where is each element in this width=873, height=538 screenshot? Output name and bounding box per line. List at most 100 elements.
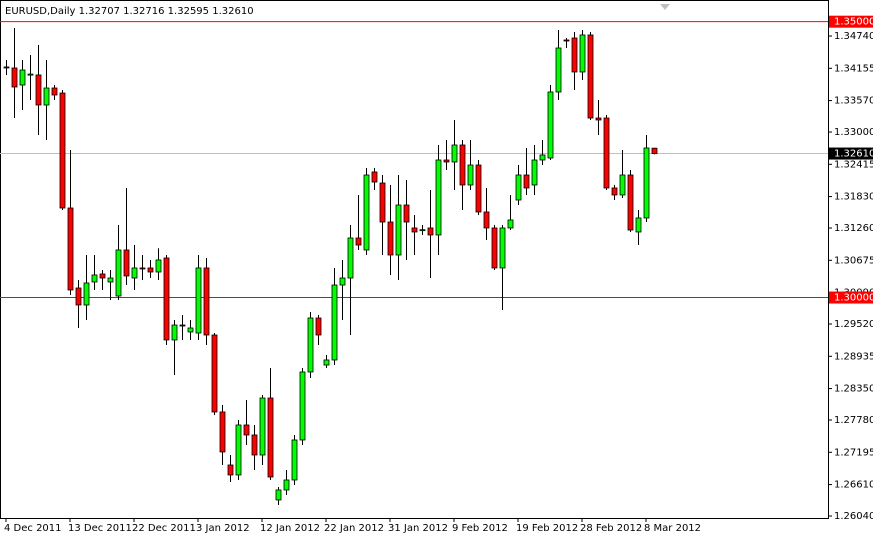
x-tick-label: 9 Feb 2012 (452, 523, 508, 534)
candle-body (227, 464, 234, 476)
candle-body (27, 73, 34, 76)
level-label-box (829, 147, 873, 160)
level-label-box (829, 291, 873, 304)
candle-body (579, 34, 586, 73)
candle-body (635, 217, 642, 233)
candle-body (291, 439, 298, 481)
candle-body (539, 154, 546, 161)
candle-body (139, 267, 146, 270)
candle-body (387, 221, 394, 256)
x-tick-label: 3 Jan 2012 (196, 523, 250, 534)
candle-body (475, 164, 482, 213)
candle-body (91, 274, 98, 283)
candle-body (627, 174, 634, 231)
candle-body (259, 397, 266, 456)
candle-body (643, 147, 650, 219)
chart-title: EURUSD,Daily 1.32707 1.32716 1.32595 1.3… (5, 6, 254, 17)
candle-body (75, 287, 82, 306)
candle-body (147, 267, 154, 273)
y-tick-label: 1.33570 (834, 96, 873, 107)
y-tick-label: 1.26610 (834, 480, 873, 491)
candle-body (523, 174, 530, 189)
candle-body (131, 267, 138, 279)
y-tick-label: 1.30675 (834, 255, 873, 266)
candle-body (107, 277, 114, 283)
candle-body (307, 317, 314, 373)
candle-body (419, 229, 426, 232)
candle-body (43, 87, 50, 106)
y-tick-label: 1.31260 (834, 223, 873, 234)
y-tick-label: 1.27195 (834, 447, 873, 458)
candle-body (323, 359, 330, 366)
candle-body (19, 69, 26, 86)
candle-body (219, 411, 226, 453)
candle-body (355, 237, 362, 246)
candle-body (99, 273, 106, 279)
candle-body (203, 267, 210, 336)
level-label: 1.35000 (834, 17, 873, 28)
candle-body (59, 92, 66, 209)
candle-body (619, 174, 626, 196)
candle-body (115, 249, 122, 297)
candle-body (251, 434, 258, 456)
x-tick-label: 22 Jan 2012 (324, 523, 384, 534)
candle-body (435, 159, 442, 236)
x-tick-label: 22 Dec 2011 (132, 523, 196, 534)
candle-body (35, 74, 42, 106)
candle-body (275, 489, 282, 501)
candle-body (235, 424, 242, 476)
candle-body (187, 327, 194, 333)
candle-body (587, 34, 594, 119)
candle-body (459, 144, 466, 186)
x-tick-label: 4 Dec 2011 (4, 523, 62, 534)
candle-body (211, 334, 218, 413)
candle-body (603, 117, 610, 189)
level-label: 1.32610 (834, 149, 873, 160)
candle-body (595, 117, 602, 121)
y-tick-label: 1.33000 (834, 127, 873, 138)
x-tick-label: 31 Jan 2012 (388, 523, 448, 534)
candle-body (67, 207, 74, 291)
y-tick-label: 1.27780 (834, 415, 873, 426)
candle-body (571, 37, 578, 73)
candle-body (403, 204, 410, 223)
x-tick-label: 19 Feb 2012 (516, 523, 578, 534)
y-tick-label: 1.32415 (834, 159, 873, 170)
y-tick-label: 1.31830 (834, 192, 873, 203)
candle-body (179, 324, 186, 327)
candle-body (315, 317, 322, 336)
candle-body (411, 227, 418, 233)
candle-body (555, 47, 562, 93)
candle-body (299, 371, 306, 441)
candle-body (283, 479, 290, 491)
candle-body (243, 424, 250, 436)
y-tick-label: 1.28935 (834, 351, 873, 362)
level-label-box (829, 15, 873, 28)
y-tick-label: 1.29520 (834, 319, 873, 330)
y-tick-label: 1.26040 (834, 511, 873, 522)
candle-body (363, 174, 370, 251)
x-tick-label: 12 Jan 2012 (260, 523, 320, 534)
candle-body (491, 227, 498, 269)
candle-body (155, 259, 162, 273)
x-tick-label: 8 Mar 2012 (644, 523, 701, 534)
x-tick-label: 13 Dec 2011 (68, 523, 132, 534)
candle-body (499, 227, 506, 269)
candle-body (451, 144, 458, 163)
y-tick-label: 1.34155 (834, 63, 873, 74)
candle-body (195, 267, 202, 334)
candle-body (515, 174, 522, 201)
candle-body (507, 219, 514, 229)
shift-marker (660, 4, 670, 10)
candle-body (467, 164, 474, 186)
candle-body (267, 397, 274, 478)
candle-body (163, 257, 170, 341)
candle-body (339, 277, 346, 286)
candle-body (11, 67, 18, 88)
candle-body (331, 284, 338, 361)
candle-body (347, 237, 354, 279)
y-tick-label: 1.34740 (834, 31, 873, 42)
candle-body (51, 87, 58, 96)
candle-body (483, 211, 490, 229)
